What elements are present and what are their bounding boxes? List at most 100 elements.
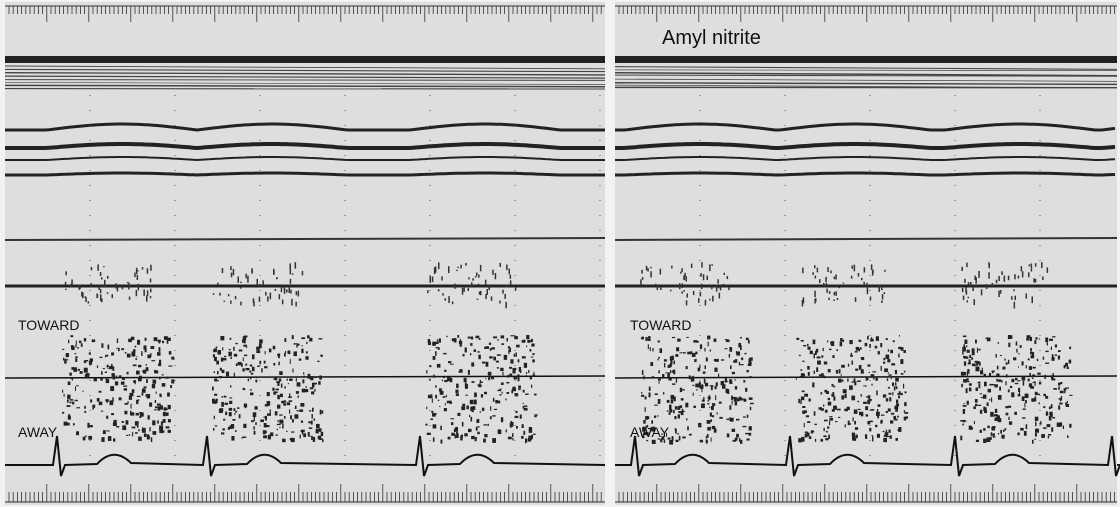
doppler-speck xyxy=(427,290,429,293)
doppler-speck xyxy=(465,384,468,389)
doppler-speck xyxy=(66,423,70,426)
doppler-speck xyxy=(869,421,872,423)
doppler-speck xyxy=(100,272,102,276)
doppler-speck xyxy=(732,429,736,432)
doppler-speck xyxy=(750,407,751,410)
doppler-speck xyxy=(995,409,997,413)
doppler-speck xyxy=(70,399,74,401)
doppler-speck xyxy=(291,438,295,442)
doppler-speck xyxy=(471,417,473,422)
doppler-speck xyxy=(989,373,991,377)
doppler-speck xyxy=(530,377,532,380)
doppler-speck xyxy=(214,378,217,381)
doppler-speck xyxy=(892,392,893,396)
doppler-speck xyxy=(673,410,675,413)
doppler-speck xyxy=(506,382,509,383)
doppler-speck xyxy=(855,297,857,302)
doppler-speck xyxy=(814,299,816,304)
doppler-speck xyxy=(642,377,646,379)
doppler-speck xyxy=(99,391,102,393)
doppler-speck xyxy=(445,298,447,301)
doppler-speck xyxy=(63,358,64,361)
doppler-speck xyxy=(168,419,171,422)
doppler-speck xyxy=(801,397,804,401)
doppler-speck xyxy=(468,288,470,291)
doppler-speck xyxy=(814,411,816,415)
doppler-speck xyxy=(852,433,855,436)
doppler-speck xyxy=(903,350,906,353)
doppler-speck xyxy=(239,414,241,418)
doppler-speck xyxy=(155,400,156,403)
doppler-speck xyxy=(533,434,536,435)
doppler-speck xyxy=(1030,348,1032,351)
doppler-speck xyxy=(1045,396,1048,399)
doppler-speck xyxy=(497,390,501,391)
doppler-speck xyxy=(251,420,254,422)
toward-label: TOWARD xyxy=(630,317,691,333)
doppler-speck xyxy=(804,423,805,427)
doppler-speck xyxy=(729,379,732,383)
doppler-speck xyxy=(851,353,852,355)
doppler-speck xyxy=(970,427,973,429)
doppler-speck xyxy=(679,283,681,289)
doppler-speck xyxy=(133,365,137,367)
doppler-speck xyxy=(255,380,257,383)
doppler-speck xyxy=(739,346,740,347)
doppler-speck xyxy=(84,360,86,363)
doppler-speck xyxy=(128,401,129,404)
doppler-speck xyxy=(698,368,701,372)
doppler-speck xyxy=(290,359,291,364)
doppler-speck xyxy=(225,403,229,405)
doppler-speck xyxy=(483,439,486,443)
doppler-speck xyxy=(861,394,862,397)
doppler-speck xyxy=(1048,436,1049,438)
doppler-speck xyxy=(718,374,719,378)
doppler-speck xyxy=(880,343,882,347)
doppler-speck xyxy=(243,357,244,361)
doppler-speck xyxy=(718,286,720,288)
doppler-speck xyxy=(159,347,161,352)
doppler-speck xyxy=(860,347,862,349)
doppler-speck xyxy=(695,384,699,388)
doppler-speck xyxy=(888,387,890,389)
doppler-speck xyxy=(706,436,707,439)
doppler-speck xyxy=(844,409,848,412)
doppler-speck xyxy=(444,380,447,382)
doppler-speck xyxy=(807,421,810,423)
doppler-speck xyxy=(119,397,122,400)
doppler-speck xyxy=(854,382,856,386)
doppler-speck xyxy=(463,286,465,292)
doppler-speck xyxy=(97,264,99,270)
doppler-speck xyxy=(491,347,495,349)
doppler-speck xyxy=(986,284,988,289)
doppler-speck xyxy=(646,285,648,287)
doppler-speck xyxy=(294,351,297,356)
doppler-speck xyxy=(889,374,892,375)
doppler-speck xyxy=(446,336,447,337)
doppler-speck xyxy=(703,274,705,280)
doppler-speck xyxy=(869,399,872,401)
doppler-speck xyxy=(255,406,258,409)
doppler-speck xyxy=(157,420,159,423)
doppler-speck xyxy=(838,417,840,418)
doppler-speck xyxy=(998,433,999,434)
doppler-speck xyxy=(524,363,527,368)
doppler-speck xyxy=(824,362,827,365)
doppler-speck xyxy=(277,395,280,399)
doppler-speck xyxy=(898,396,900,399)
doppler-speck xyxy=(144,386,147,388)
doppler-speck xyxy=(228,352,231,357)
doppler-speck xyxy=(744,353,746,354)
doppler-speck xyxy=(662,374,664,377)
doppler-speck xyxy=(973,406,976,409)
doppler-speck xyxy=(514,354,516,357)
doppler-speck xyxy=(290,263,292,269)
doppler-speck xyxy=(736,434,739,438)
doppler-speck xyxy=(867,336,869,340)
doppler-speck xyxy=(244,355,247,357)
doppler-speck xyxy=(1022,396,1025,401)
doppler-speck xyxy=(253,412,257,417)
doppler-speck xyxy=(497,367,499,369)
doppler-speck xyxy=(884,292,886,294)
doppler-speck xyxy=(796,338,799,340)
